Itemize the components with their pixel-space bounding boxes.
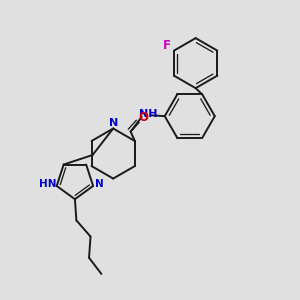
Text: F: F (163, 39, 171, 52)
Text: HN: HN (39, 178, 57, 189)
Text: N: N (109, 118, 118, 128)
Text: N: N (95, 179, 104, 190)
Text: NH: NH (139, 110, 158, 119)
Text: O: O (138, 111, 148, 124)
